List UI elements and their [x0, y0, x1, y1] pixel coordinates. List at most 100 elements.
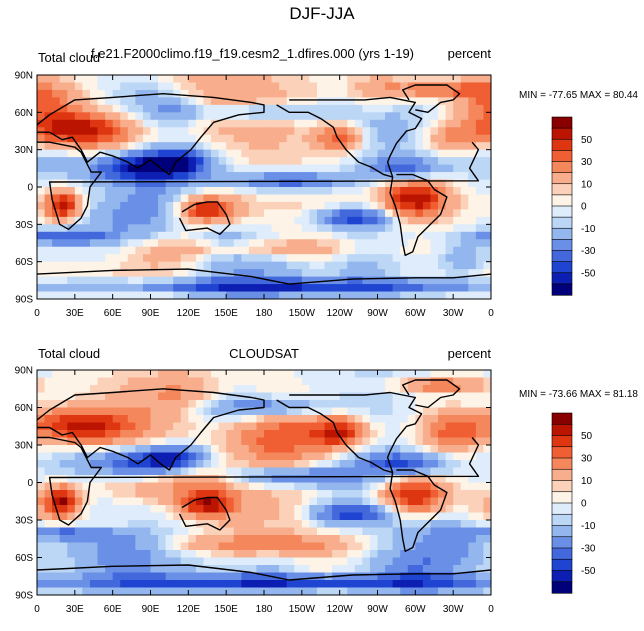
map-cell	[400, 179, 409, 188]
map-cell	[135, 149, 144, 158]
map-cell	[264, 127, 272, 136]
map-cell	[37, 482, 45, 491]
map-cell	[248, 580, 257, 588]
map-cell	[44, 284, 53, 292]
map-cell	[400, 460, 409, 468]
map-cell	[233, 276, 242, 285]
map-cell	[294, 475, 303, 483]
map-cell	[218, 572, 227, 581]
map-cell	[158, 284, 167, 292]
map-cell	[279, 127, 288, 136]
lon-tick-label: 60W	[405, 308, 426, 319]
map-cell	[74, 535, 83, 543]
map-cell	[67, 157, 76, 165]
map-cell	[195, 164, 204, 173]
map-cell	[400, 75, 409, 83]
map-cell	[195, 452, 204, 461]
map-cell	[112, 565, 121, 573]
map-cell	[37, 149, 45, 158]
map-cell	[180, 246, 189, 255]
map-cell	[475, 246, 484, 255]
map-cell	[112, 452, 121, 461]
map-cell	[248, 142, 257, 151]
map-cell	[294, 385, 303, 393]
map-cell	[271, 134, 280, 143]
map-cell	[468, 460, 477, 468]
map-cell	[135, 172, 144, 180]
map-cell	[165, 377, 174, 386]
map-cell	[294, 149, 303, 158]
map-cell	[324, 407, 333, 416]
map-cell	[354, 112, 363, 121]
map-cell	[468, 512, 477, 521]
map-cell	[82, 269, 91, 277]
map-cell	[309, 430, 318, 438]
map-cell	[89, 467, 98, 476]
map-cell	[37, 370, 45, 378]
map-cell	[279, 535, 288, 543]
map-cell	[347, 112, 356, 121]
map-cell	[332, 445, 341, 453]
map-cell	[294, 201, 303, 210]
map-cell	[67, 460, 76, 468]
map-cell	[241, 370, 250, 378]
map-cell	[173, 580, 182, 588]
map-cell	[142, 89, 151, 98]
map-cell	[233, 239, 242, 248]
map-cell	[158, 482, 167, 491]
map-cell	[67, 550, 76, 558]
map-cell	[369, 377, 378, 386]
map-cell	[286, 75, 295, 83]
map-cell	[211, 246, 219, 255]
map-cell	[438, 445, 446, 453]
map-cell	[362, 460, 371, 468]
map-cell	[445, 112, 454, 121]
map-cell	[438, 542, 446, 551]
map-cell	[286, 127, 295, 136]
map-cell	[347, 187, 356, 195]
map-cell	[400, 284, 409, 292]
map-cell	[294, 505, 303, 513]
map-cell	[127, 201, 136, 210]
map-cell	[82, 422, 91, 431]
map-cell	[301, 104, 310, 113]
map-cell	[127, 535, 136, 543]
map-cell	[67, 112, 76, 121]
map-cell	[339, 512, 348, 521]
map-cell	[309, 565, 318, 573]
map-cell	[324, 580, 333, 588]
map-cell	[195, 239, 204, 248]
map-cell	[233, 291, 242, 299]
map-cell	[460, 127, 469, 136]
map-cell	[362, 527, 371, 536]
map-cell	[400, 261, 409, 270]
map-cell	[309, 415, 318, 423]
map-cell	[135, 572, 144, 581]
map-cell	[385, 104, 394, 113]
map-cell	[324, 179, 333, 188]
map-cell	[475, 119, 484, 128]
map-cell	[52, 452, 61, 461]
map-cell	[324, 542, 333, 551]
map-cell	[286, 385, 295, 393]
map-cell	[180, 370, 189, 378]
map-cell	[158, 407, 167, 416]
map-cell	[203, 157, 212, 165]
colorbar-label: -30	[581, 246, 596, 257]
map-cell	[150, 377, 159, 386]
map-cell	[301, 392, 310, 401]
map-cell	[195, 512, 204, 521]
map-cell	[188, 587, 197, 595]
map-cell	[203, 216, 212, 225]
map-cell	[120, 505, 129, 513]
map-cell	[453, 535, 462, 543]
map-cell	[445, 284, 454, 292]
map-cell	[453, 587, 462, 595]
map-cell	[233, 542, 242, 551]
map-cell	[59, 187, 68, 195]
map-cell	[37, 134, 45, 143]
map-cell	[475, 104, 484, 113]
map-cell	[158, 97, 167, 106]
map-cell	[264, 157, 272, 165]
map-cell	[158, 224, 167, 233]
